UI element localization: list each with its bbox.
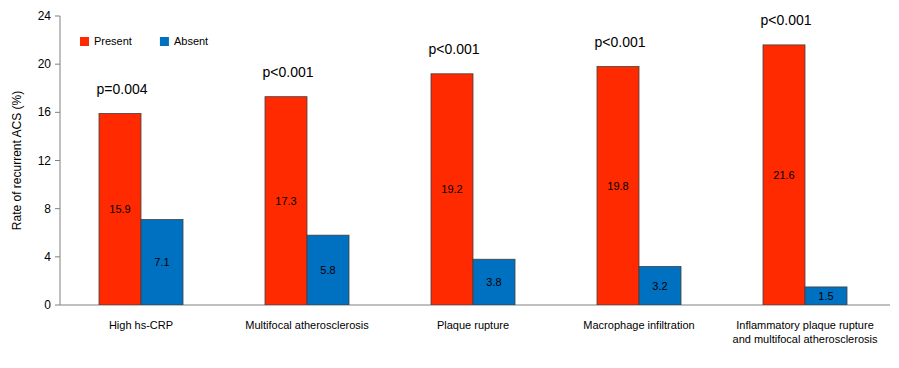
y-tick-label: 20 (38, 57, 52, 71)
y-tick-label: 4 (44, 250, 51, 264)
bar (597, 67, 639, 305)
x-tick-label: Inflammatory plaque rupture and multifoca… (733, 319, 878, 345)
annotation: p<0.001 (263, 64, 314, 80)
data-label: 3.8 (486, 276, 501, 288)
annotation: p<0.001 (761, 12, 812, 28)
annotation: p=0.004 (97, 81, 148, 97)
labels: 15.9 7.1 p=0.004 17.3 5.8 p<0.001 19.2 3.8 p<0.0… (97, 12, 834, 302)
y-tick-label: 0 (44, 298, 51, 312)
data-label: 7.1 (154, 256, 169, 268)
y-tick (55, 16, 60, 17)
bar (431, 74, 473, 305)
y-tick (55, 160, 60, 161)
chart: 0 4 8 12 16 20 24 Rate of recurrent ACS (%) 15.9… (0, 0, 899, 368)
legend: Present Absent (80, 35, 208, 47)
bar (307, 235, 349, 305)
y-tick-label: 16 (38, 105, 52, 119)
x-tick-label: Multifocal atherosclerosis (245, 319, 369, 331)
legend-swatch (160, 37, 169, 46)
data-label: 15.9 (109, 203, 130, 215)
annotation: p<0.001 (429, 41, 480, 57)
legend-swatch (80, 37, 89, 46)
bar (805, 287, 847, 305)
annotation: p<0.001 (595, 34, 646, 50)
label-line: and multifocal atherosclerosis (733, 333, 878, 345)
label-line: Inflammatory plaque rupture (736, 319, 874, 331)
bar (763, 45, 805, 305)
y-axis (60, 16, 61, 305)
bar (639, 266, 681, 305)
x-tick-label: High hs-CRP (109, 319, 173, 331)
y-tick-label: 8 (44, 202, 51, 216)
data-label: 19.2 (441, 183, 462, 195)
data-label: 1.5 (818, 290, 833, 302)
bars (99, 45, 847, 305)
y-tick (55, 208, 60, 209)
x-tick-label: Plaque rupture (437, 319, 509, 331)
y-tick (55, 305, 60, 306)
bar (265, 97, 307, 305)
y-tick (55, 256, 60, 257)
data-label: 5.8 (320, 264, 335, 276)
x-tick-label: Macrophage infiltration (583, 319, 694, 331)
bar (473, 259, 515, 305)
y-tick (55, 112, 60, 113)
y-axis-label: Rate of recurrent ACS (%) (10, 91, 24, 230)
data-label: 17.3 (275, 195, 296, 207)
legend-label: Present (94, 35, 132, 47)
data-label: 3.2 (652, 280, 667, 292)
legend-label: Absent (174, 35, 208, 47)
y-tick (55, 64, 60, 65)
bar (141, 220, 183, 305)
y-tick-label: 12 (38, 154, 52, 168)
data-label: 19.8 (607, 180, 628, 192)
bar (99, 114, 141, 305)
y-tick-label: 24 (38, 9, 52, 23)
data-label: 21.6 (773, 169, 794, 181)
